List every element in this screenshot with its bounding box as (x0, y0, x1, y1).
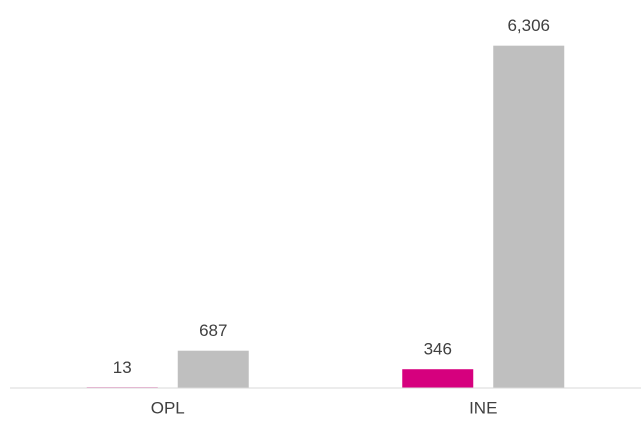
bar (402, 369, 474, 388)
x-tick-label: OPL (151, 398, 185, 417)
bar (177, 350, 249, 388)
x-tick-label: INE (469, 398, 497, 417)
data-label: 687 (199, 321, 227, 340)
bar (493, 45, 565, 388)
data-label: 346 (424, 340, 452, 359)
data-label: 6,306 (507, 16, 550, 35)
data-label: 13 (113, 358, 132, 377)
